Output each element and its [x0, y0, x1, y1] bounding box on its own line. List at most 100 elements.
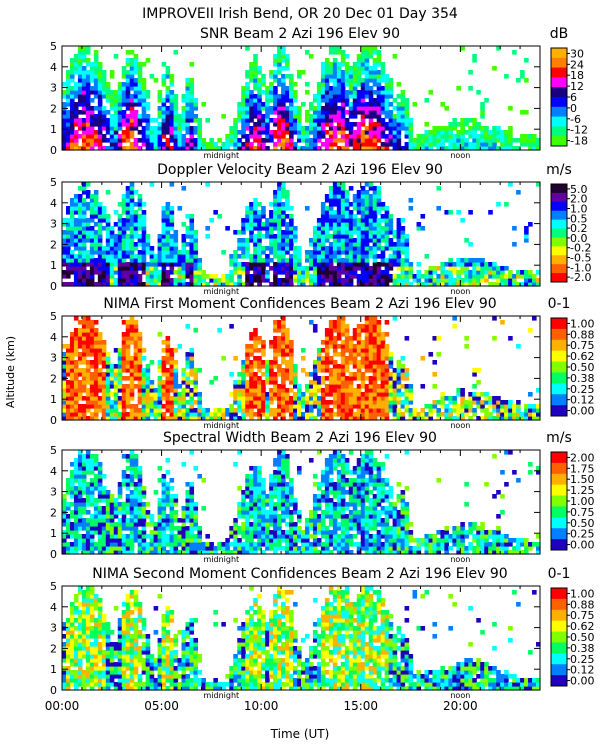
heatmap-cell	[336, 62, 342, 67]
heatmap-cell	[408, 126, 414, 131]
heatmap-cell	[372, 230, 378, 235]
heatmap-cell	[189, 86, 195, 91]
heatmap-cell	[432, 372, 438, 377]
heatmap-cell	[460, 404, 465, 409]
heatmap-cell	[396, 400, 402, 405]
heatmap-cell	[293, 90, 298, 95]
heatmap-cell	[480, 146, 485, 151]
heatmap-cell	[273, 146, 278, 151]
heatmap-cell	[225, 408, 230, 413]
heatmap-cell	[348, 134, 354, 139]
heatmap-cell	[105, 356, 111, 361]
heatmap-cell	[368, 408, 374, 413]
heatmap-cell	[308, 250, 314, 255]
heatmap-cell	[69, 206, 75, 211]
heatmap-cell	[356, 122, 362, 127]
heatmap-cell	[177, 400, 183, 405]
heatmap-cell	[424, 142, 430, 147]
heatmap-cell	[376, 126, 382, 131]
heatmap-cell	[281, 98, 286, 103]
heatmap-cell	[62, 372, 67, 377]
heatmap-cell	[388, 278, 394, 283]
heatmap-cell	[340, 392, 346, 397]
heatmap-cell	[125, 134, 131, 139]
heatmap-cell	[253, 106, 258, 111]
heatmap-cell	[89, 78, 95, 83]
heatmap-cell	[165, 94, 171, 99]
heatmap-cell	[65, 238, 71, 243]
heatmap-cell	[273, 134, 278, 139]
heatmap-cell	[81, 328, 87, 333]
heatmap-cell	[500, 400, 505, 405]
heatmap-cell	[269, 74, 274, 79]
heatmap-cell	[241, 412, 246, 417]
heatmap-cell	[125, 70, 131, 75]
heatmap-cell	[85, 416, 91, 421]
heatmap-cell	[400, 106, 406, 111]
heatmap-cell	[476, 126, 481, 131]
heatmap-cell	[62, 146, 67, 151]
heatmap-cell	[304, 206, 310, 211]
heatmap-cell	[332, 82, 338, 87]
heatmap-cell	[348, 210, 354, 215]
heatmap-cell	[245, 226, 250, 231]
heatmap-cell	[185, 266, 191, 271]
heatmap-cell	[221, 250, 226, 255]
heatmap-cell	[81, 70, 87, 75]
colorbar-swatch	[551, 87, 567, 98]
heatmap-cell	[444, 408, 449, 413]
heatmap-cell	[157, 130, 163, 135]
heatmap-cell	[372, 142, 378, 147]
heatmap-cell	[384, 348, 390, 353]
heatmap-cell	[324, 122, 330, 127]
heatmap-cell	[372, 186, 378, 191]
heatmap-cell	[73, 348, 79, 353]
heatmap-cell	[460, 130, 465, 135]
heatmap-cell	[324, 82, 330, 87]
heatmap-cell	[516, 412, 521, 417]
heatmap-cell	[81, 78, 87, 83]
heatmap-cell	[364, 396, 370, 401]
heatmap-cell	[380, 396, 386, 401]
heatmap-cell	[109, 278, 115, 283]
heatmap-cell	[93, 190, 99, 195]
heatmap-cell	[273, 336, 278, 341]
heatmap-cell	[257, 218, 262, 223]
heatmap-cell	[229, 412, 234, 417]
heatmap-cell	[161, 102, 167, 107]
heatmap-cell	[368, 384, 374, 389]
heatmap-cell	[281, 356, 286, 361]
heatmap-cell	[133, 222, 139, 227]
heatmap-cell	[360, 110, 366, 115]
heatmap-cell	[249, 332, 254, 337]
heatmap-cell	[448, 400, 453, 405]
heatmap-cell	[77, 90, 83, 95]
heatmap-cell	[173, 258, 179, 263]
heatmap-cell	[448, 146, 453, 151]
heatmap-cell	[484, 142, 489, 147]
heatmap-cell	[368, 94, 374, 99]
heatmap-cell	[233, 118, 238, 123]
heatmap-cell	[85, 230, 91, 235]
heatmap-cell	[249, 392, 254, 397]
heatmap-cell	[340, 190, 346, 195]
heatmap-cell	[93, 58, 99, 63]
heatmap-cell	[273, 388, 278, 393]
heatmap-cell	[85, 380, 91, 385]
heatmap-cell	[117, 106, 123, 111]
heatmap-cell	[69, 66, 75, 71]
heatmap-cell	[328, 278, 334, 283]
heatmap-cell	[141, 282, 147, 287]
heatmap-cell	[165, 238, 171, 243]
heatmap-cell	[360, 380, 366, 385]
heatmap-cell	[285, 122, 290, 127]
heatmap-cell	[241, 218, 246, 223]
heatmap-cell	[316, 102, 322, 107]
heatmap-cell	[484, 408, 489, 413]
heatmap-cell	[105, 82, 111, 87]
heatmap-cell	[348, 380, 354, 385]
heatmap-cell	[356, 388, 362, 393]
heatmap-cell	[237, 380, 242, 385]
heatmap-cell	[416, 282, 422, 287]
heatmap-cell	[265, 134, 270, 139]
